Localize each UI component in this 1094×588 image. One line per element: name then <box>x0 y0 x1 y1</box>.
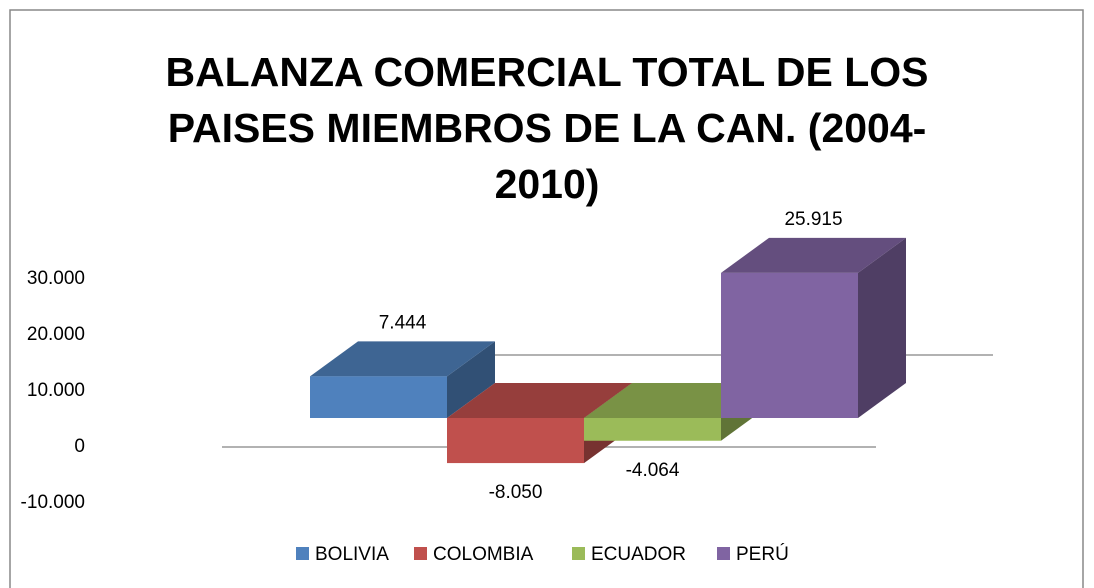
chart-border <box>9 9 1084 588</box>
y-tick-label: 0 <box>74 436 85 457</box>
bar <box>310 376 447 418</box>
bar <box>447 418 584 464</box>
legend-swatch <box>717 547 730 560</box>
legend-swatch <box>572 547 585 560</box>
legend-label: COLOMBIA <box>433 544 534 565</box>
legend-swatch <box>414 547 427 560</box>
data-label: 7.444 <box>379 312 427 333</box>
legend-label: PERÚ <box>736 543 789 565</box>
y-tick-label: 20.000 <box>27 324 85 345</box>
legend-label: ECUADOR <box>591 544 686 565</box>
bar-top <box>721 237 906 273</box>
data-label: -4.064 <box>626 460 680 481</box>
bar-top <box>447 383 632 418</box>
data-label: 25.915 <box>784 209 842 230</box>
chart-title: BALANZA COMERCIAL TOTAL DE LOS PAISES MI… <box>165 49 929 207</box>
bar-side <box>858 237 906 418</box>
bar-top <box>310 341 495 377</box>
bar <box>584 418 721 441</box>
y-tick-label: 10.000 <box>27 380 85 401</box>
data-label: -8.050 <box>489 482 543 503</box>
legend-label: BOLIVIA <box>315 544 389 565</box>
y-tick-label: 30.000 <box>27 268 85 289</box>
y-tick-label: -10.000 <box>21 492 85 513</box>
bar-side <box>447 341 495 418</box>
legend-swatch <box>296 547 309 560</box>
bar <box>721 272 858 418</box>
